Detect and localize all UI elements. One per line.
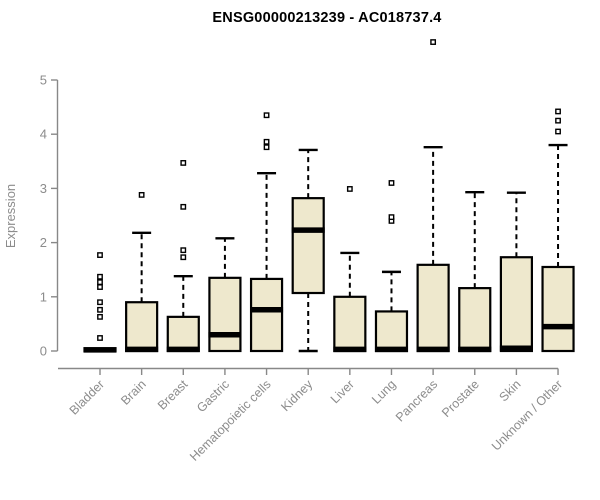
box-skin <box>499 256 533 353</box>
x-tick-label-skin: Skin <box>496 377 523 404</box>
x-tick-label-liver: Liver <box>328 377 357 406</box>
outlier-bladder-3 <box>97 299 103 306</box>
box-brain <box>125 301 159 353</box>
outlier-bladder-2 <box>97 306 103 313</box>
chart-title: ENSG00000213239 - AC018737.4 <box>212 10 442 26</box>
y-tick-label-1: 1 <box>40 289 47 304</box>
x-tick-label-brain: Brain <box>118 377 149 408</box>
outlier-lung-1 <box>388 214 395 221</box>
outlier-hematopoietic-cells-0 <box>263 144 270 151</box>
x-tick-label-bladder: Bladder <box>67 377 107 417</box>
outlier-breast-2 <box>180 203 187 210</box>
box-gastric <box>208 276 242 353</box>
box-unknown-other <box>541 265 575 353</box>
outlier-bladder-5 <box>97 279 103 286</box>
y-tick-label-2: 2 <box>40 235 47 250</box>
box-pancreas <box>416 263 450 353</box>
y-tick-label-4: 4 <box>40 127 47 142</box>
x-tick-label-gastric: Gastric <box>194 377 232 415</box>
box-lung <box>374 310 409 353</box>
outlier-hematopoietic-cells-2 <box>263 112 270 119</box>
outlier-hematopoietic-cells-1 <box>263 138 270 145</box>
outlier-lung-2 <box>388 180 395 186</box>
outlier-brain-0 <box>138 192 145 198</box>
x-tick-label-prostate: Prostate <box>439 377 482 420</box>
y-tick-label-5: 5 <box>40 73 47 88</box>
y-tick-label-3: 3 <box>40 181 47 196</box>
outlier-liver-0 <box>346 186 353 192</box>
x-tick-label-lung: Lung <box>369 377 399 407</box>
y-tick-label-0: 0 <box>40 344 47 359</box>
outlier-bladder-7 <box>97 252 103 258</box>
box-hematopoietic-cells <box>249 277 284 353</box>
outlier-breast-0 <box>180 254 187 261</box>
outlier-pancreas-0 <box>430 39 437 45</box>
y-axis-label: Expression <box>3 184 18 248</box>
box-kidney <box>291 197 325 295</box>
outlier-unknown-other-1 <box>555 117 561 124</box>
x-tick-label-kidney: Kidney <box>278 377 315 414</box>
outlier-breast-1 <box>180 247 187 254</box>
x-tick-label-hematopoietic-cells: Hematopoietic cells <box>187 377 274 464</box>
outlier-unknown-other-2 <box>555 108 561 115</box>
outlier-bladder-6 <box>97 273 103 280</box>
x-tick-label-unknown-other: Unknown / Other <box>489 377 565 453</box>
x-tick-label-breast: Breast <box>155 377 191 413</box>
outlier-bladder-4 <box>97 284 103 290</box>
outlier-bladder-1 <box>97 313 103 320</box>
box-prostate <box>458 287 492 353</box>
outlier-bladder-0 <box>97 335 103 341</box>
outlier-breast-3 <box>180 160 187 166</box>
outlier-unknown-other-0 <box>555 128 561 135</box>
box-breast <box>166 315 200 353</box>
x-tick-label-pancreas: Pancreas <box>393 377 440 424</box>
box-liver <box>333 295 367 353</box>
